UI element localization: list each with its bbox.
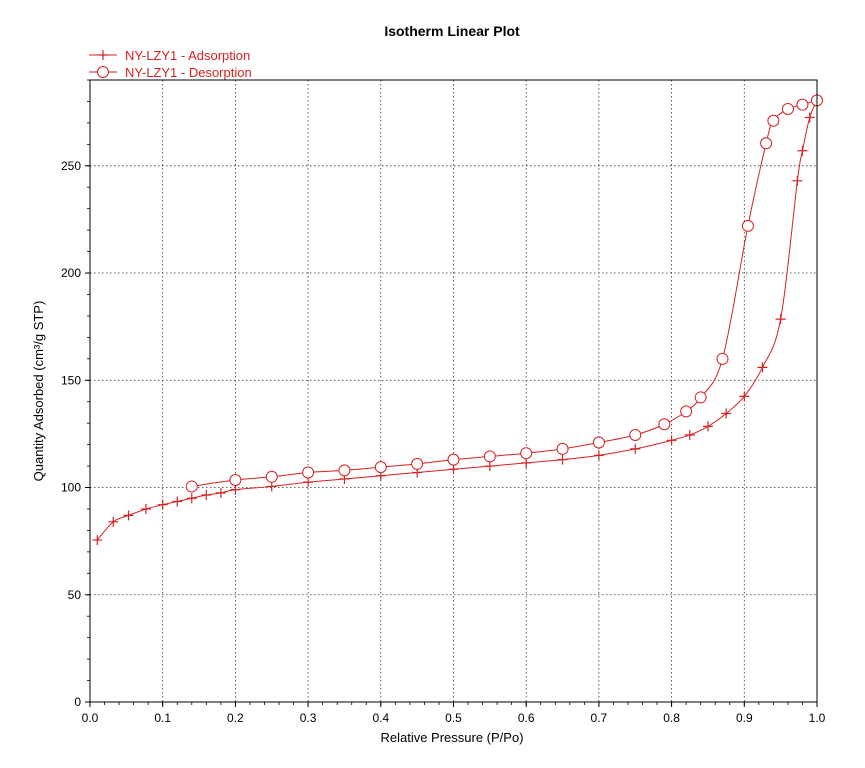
legend-plus-marker — [98, 50, 108, 60]
data-point-desorption — [302, 466, 315, 479]
data-point-adsorption — [593, 450, 604, 461]
data-point-desorption — [411, 457, 424, 470]
data-point-adsorption — [230, 484, 241, 495]
x-tick-label: 0.3 — [300, 711, 317, 725]
data-point-adsorption — [448, 464, 459, 475]
series-line-desorption — [191, 99, 818, 487]
data-point-adsorption — [303, 477, 314, 488]
data-point-desorption — [374, 461, 387, 474]
x-tick-label: 0.2 — [227, 711, 244, 725]
data-point-desorption — [767, 114, 780, 127]
data-point-desorption — [694, 391, 707, 404]
data-point-adsorption — [702, 421, 713, 432]
y-tick-label: 250 — [61, 159, 81, 173]
data-point-adsorption — [666, 435, 677, 446]
data-point-adsorption — [804, 112, 815, 123]
data-point-adsorption — [157, 499, 168, 510]
data-point-desorption — [781, 102, 794, 115]
data-point-desorption — [741, 219, 754, 232]
data-point-adsorption — [630, 443, 641, 454]
y-axis-label: Quantity Adsorbed (cm³/g STP) — [31, 301, 46, 482]
data-point-adsorption — [739, 391, 750, 402]
legend-label-desorption: NY-LZY1 - Desorption — [125, 65, 252, 80]
data-point-adsorption — [92, 535, 103, 546]
data-point-adsorption — [521, 457, 532, 468]
data-point-adsorption — [266, 481, 277, 492]
data-point-desorption — [716, 352, 729, 365]
data-point-desorption — [229, 474, 242, 487]
y-tick-label: 100 — [61, 481, 81, 495]
data-point-desorption — [265, 470, 278, 483]
data-point-desorption — [556, 442, 569, 455]
data-point-desorption — [592, 436, 605, 449]
data-point-adsorption — [721, 408, 732, 419]
data-point-adsorption — [792, 175, 803, 186]
x-tick-label: 0.8 — [663, 711, 680, 725]
data-point-adsorption — [140, 503, 151, 514]
series-line-adsorption — [96, 100, 818, 541]
data-point-adsorption — [797, 145, 808, 156]
data-point-desorption — [483, 450, 496, 463]
data-point-adsorption — [215, 487, 226, 498]
legend-circle-marker — [97, 66, 109, 78]
y-tick-label: 50 — [68, 588, 82, 602]
x-tick-label: 0.0 — [82, 711, 99, 725]
data-point-desorption — [658, 418, 671, 431]
y-tick-label: 200 — [61, 266, 81, 280]
y-tick-label: 0 — [74, 695, 81, 709]
data-point-adsorption — [201, 490, 212, 501]
x-tick-label: 0.6 — [518, 711, 535, 725]
data-point-adsorption — [557, 454, 568, 465]
data-point-desorption — [629, 428, 642, 441]
x-axis-label: Relative Pressure (P/Po) — [380, 730, 523, 745]
data-point-desorption — [680, 405, 693, 418]
data-point-adsorption — [684, 429, 695, 440]
axis-ticks: 0.0 0.1 0.2 0.3 0.4 0.5 0.6 0.7 0.8 0.9 1.0 0 50 100 1… — [61, 79, 826, 725]
data-point-adsorption — [172, 496, 183, 507]
data-point-desorption — [185, 480, 198, 493]
series-layer — [92, 94, 823, 546]
chart-title: Isotherm Linear Plot — [384, 23, 520, 39]
data-point-desorption — [447, 453, 460, 466]
legend-label-adsorption: NY-LZY1 - Adsorption — [125, 48, 250, 63]
x-tick-label: 0.5 — [445, 711, 462, 725]
x-tick-label: 0.9 — [736, 711, 753, 725]
x-tick-label: 0.1 — [154, 711, 171, 725]
x-tick-label: 0.4 — [372, 711, 389, 725]
data-point-adsorption — [757, 362, 768, 373]
legend-item-adsorption: NY-LZY1 - Adsorption — [89, 48, 250, 63]
data-point-desorption — [520, 447, 533, 460]
legend: NY-LZY1 - Adsorption NY-LZY1 - Desorptio… — [89, 48, 252, 80]
data-point-adsorption — [123, 510, 134, 521]
data-point-desorption — [796, 98, 809, 111]
data-point-adsorption — [108, 516, 119, 527]
data-point-desorption — [760, 137, 773, 150]
data-point-desorption — [338, 464, 351, 477]
y-tick-label: 150 — [61, 373, 81, 387]
x-tick-label: 1.0 — [809, 711, 826, 725]
data-point-adsorption — [186, 493, 197, 504]
legend-item-desorption: NY-LZY1 - Desorption — [89, 65, 252, 80]
grid-lines — [90, 80, 817, 702]
x-tick-label: 0.7 — [591, 711, 608, 725]
data-point-adsorption — [775, 314, 786, 325]
data-point-adsorption — [484, 461, 495, 472]
